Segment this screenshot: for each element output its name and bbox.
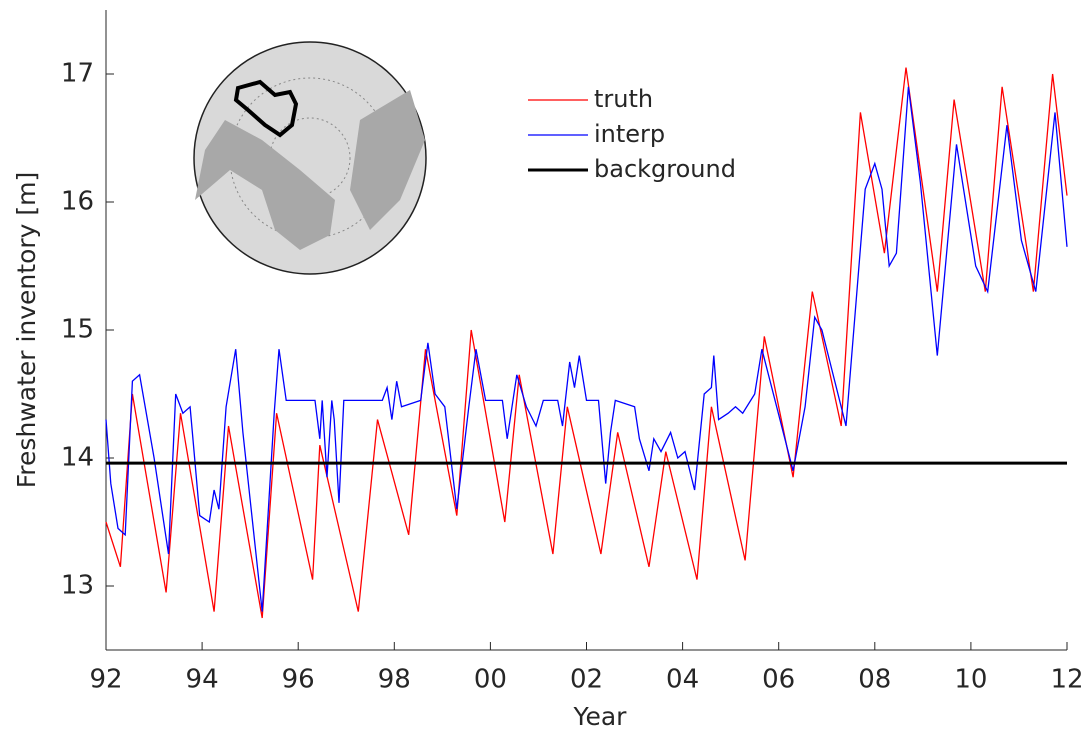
map-land xyxy=(195,120,335,250)
y-tick-label: 13 xyxy=(61,571,94,601)
inset-map xyxy=(193,41,427,275)
x-tick-label: 06 xyxy=(762,665,795,695)
series-line xyxy=(105,86,1068,612)
x-tick-label: 98 xyxy=(378,665,411,695)
map-land xyxy=(350,90,425,230)
y-tick-label: 14 xyxy=(61,443,94,473)
x-tick-label: 92 xyxy=(89,665,122,695)
x-tick-label: 02 xyxy=(570,665,603,695)
x-tick-label: 00 xyxy=(474,665,507,695)
y-tick-label: 16 xyxy=(61,187,94,217)
legend-label: truth xyxy=(594,85,653,113)
x-axis-label: Year xyxy=(573,702,628,731)
map-region xyxy=(233,79,299,138)
y-axis-label: Freshwater inventory [m] xyxy=(12,172,41,489)
x-tick-label: 12 xyxy=(1050,665,1083,695)
x-tick-label: 08 xyxy=(858,665,891,695)
y-tick-label: 15 xyxy=(61,315,94,345)
x-tick-label: 04 xyxy=(666,665,699,695)
x-tick-label: 96 xyxy=(282,665,315,695)
legend-label: background xyxy=(594,155,736,183)
x-tick-label: 10 xyxy=(954,665,987,695)
legend-label: interp xyxy=(594,120,665,148)
x-tick-label: 94 xyxy=(186,665,219,695)
y-tick-label: 17 xyxy=(61,59,94,89)
